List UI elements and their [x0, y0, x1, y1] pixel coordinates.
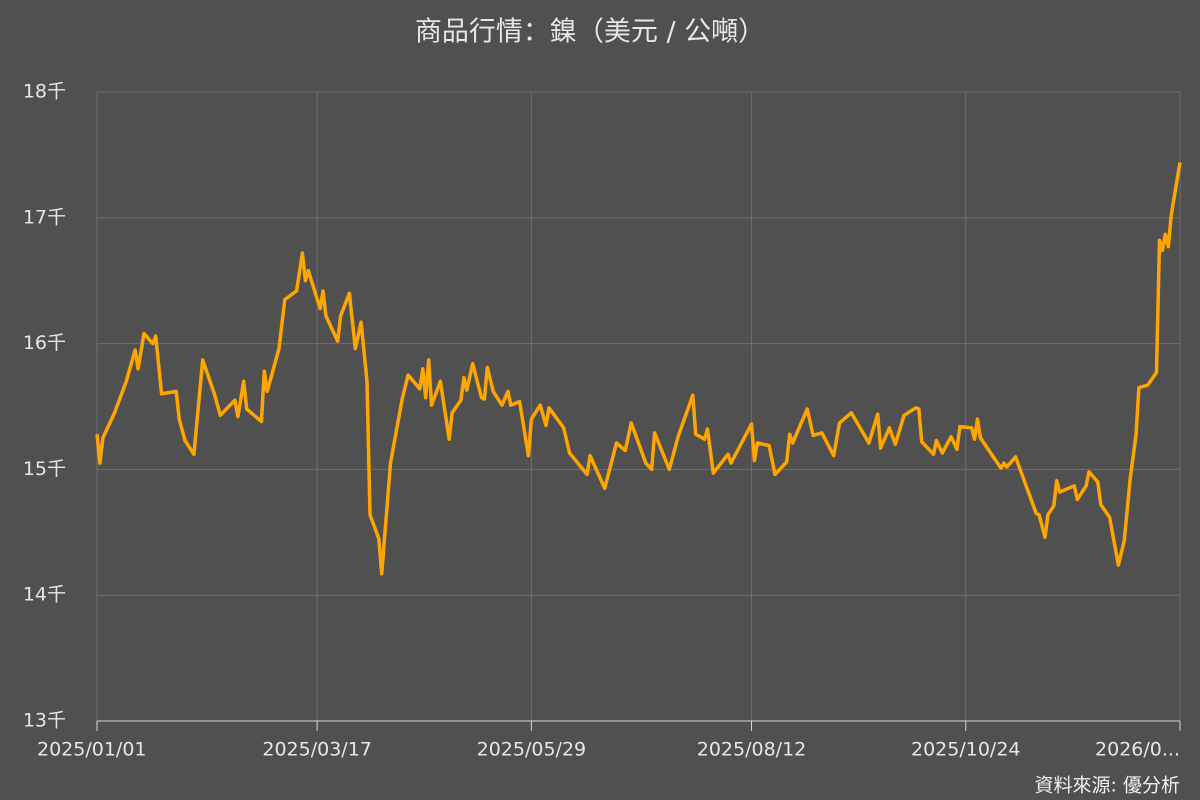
x-tick-label: 2026/0... — [1095, 739, 1180, 761]
x-tick-label: 2025/05/29 — [477, 739, 587, 761]
x-tick-label: 2025/08/12 — [697, 739, 807, 761]
y-tick-label: 18千 — [23, 81, 66, 103]
y-tick-label: 13千 — [23, 710, 66, 732]
source: 資料來源: 優分析 — [1035, 775, 1180, 797]
y-tick-label: 17千 — [23, 206, 66, 228]
y-tick-label: 15千 — [23, 458, 66, 480]
x-tick-label: 2025/03/17 — [262, 739, 372, 761]
y-tick-label: 16千 — [23, 332, 66, 354]
data-line — [95, 162, 1182, 576]
chart-title: 商品行情：鎳（美元 / 公噸） — [415, 17, 765, 48]
y-tick-label: 14千 — [23, 584, 66, 606]
x-tick-label: 2025/01/01 — [37, 739, 147, 761]
x-tick-label: 2025/10/24 — [911, 739, 1021, 761]
